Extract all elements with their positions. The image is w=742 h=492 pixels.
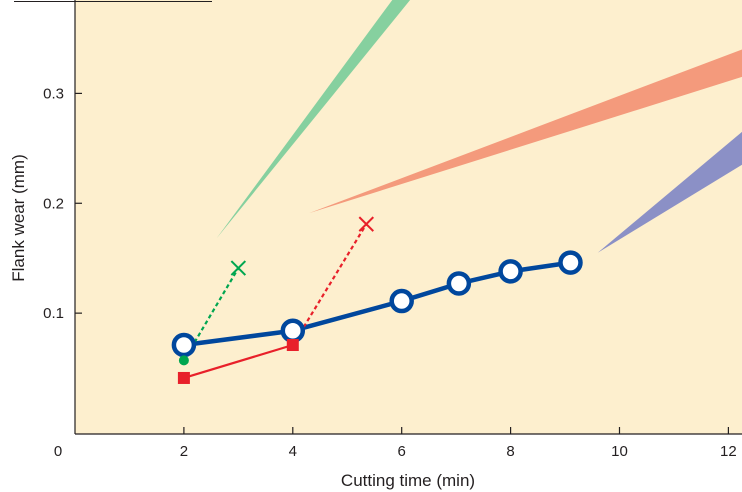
data-point: [230, 260, 247, 276]
x-marker-stroke: [358, 216, 375, 232]
y-axis-title: Flank wear (mm): [9, 154, 28, 282]
data-point: [358, 216, 375, 232]
y-tick-label: 0.1: [43, 305, 64, 322]
axes: 0 2 4 6 8 10 12 0.1 0.2 0.3: [43, 0, 742, 460]
y-tick-label: 0.3: [43, 85, 64, 102]
trend-band-0: [216, 0, 411, 239]
x-tick-label: 12: [720, 443, 737, 460]
x-axis-title: Cutting time (min): [341, 471, 475, 490]
data-point: [286, 339, 299, 352]
series-line-1: [183, 343, 294, 380]
x-tick-label: 2: [180, 443, 188, 460]
trend-band-1: [309, 49, 742, 214]
data-point: [446, 271, 472, 296]
data-markers: [171, 216, 583, 384]
x-tick-label: 8: [506, 443, 514, 460]
series-line-2: [291, 223, 368, 346]
data-point: [389, 288, 414, 314]
trend-band-2: [597, 131, 742, 253]
data-point: [558, 250, 583, 275]
y-tick-label: 0.2: [43, 195, 64, 212]
data-point: [498, 259, 523, 284]
x-tick-label: 0: [54, 443, 62, 460]
data-point: [280, 318, 306, 343]
trend-bands: [216, 0, 742, 253]
x-tick-label: 6: [398, 443, 406, 460]
x-tick-label: 4: [289, 443, 297, 460]
data-point: [177, 371, 190, 384]
data-point: [178, 355, 189, 366]
data-point: [171, 332, 197, 358]
x-tick-label: 10: [611, 443, 628, 460]
x-marker-stroke: [230, 260, 247, 276]
